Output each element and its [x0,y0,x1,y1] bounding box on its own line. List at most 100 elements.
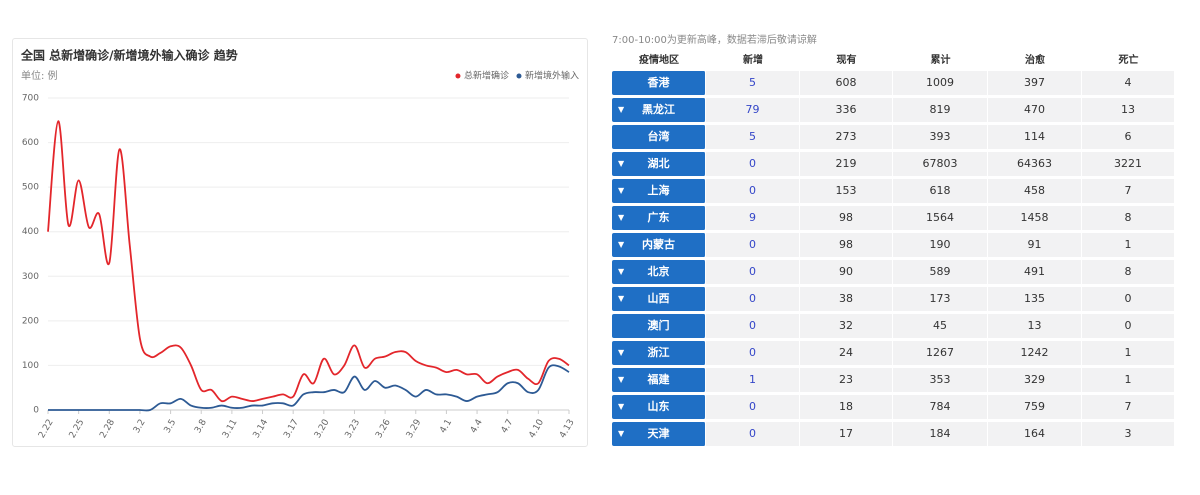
table-cell: 173 [893,287,988,311]
cell-text: 397 [1024,76,1045,89]
table-cell: 1 [1082,341,1175,365]
cell-text: 1 [1124,238,1132,251]
table-row[interactable]: ▼ 上海 0 153 618 458 7 [612,178,1176,205]
table-cell: 759 [988,395,1082,419]
cell-text: 0 [749,319,756,332]
table-cell: 618 [893,179,988,203]
table-cell: 1 [1082,368,1175,392]
expand-icon[interactable]: ▼ [618,375,625,384]
table-cell: 7 [1082,179,1175,203]
x-tick-label: 2.25 [68,418,87,440]
x-tick-label: 3.20 [313,418,332,441]
region-cell: ▼ 山西 [612,287,706,311]
table-cell: 458 [988,179,1082,203]
region-cell: ▼ 天津 [612,422,706,446]
expand-icon[interactable]: ▼ [618,213,625,222]
table-cell: 13 [1082,98,1175,122]
expand-icon[interactable]: ▼ [618,267,625,276]
table-row[interactable]: ▼ 广东 9 98 1564 1458 8 [612,205,1176,232]
region-cell: ▼ 北京 [612,260,706,284]
table-cell: 4 [1082,71,1175,95]
cell-text: 618 [929,184,951,197]
table-cell: 1009 [893,71,988,95]
cell-text: 黑龙江 [642,103,675,116]
cell-text: 32 [839,319,853,332]
header-cell: 新增 [743,55,763,66]
x-tick-label: 3.14 [252,418,271,441]
x-tick-label: 3.8 [193,418,209,436]
expand-icon[interactable]: ▼ [618,159,625,168]
table-cell: 1564 [893,206,988,230]
y-tick-label: 300 [22,272,39,282]
cell-text: 5 [749,76,756,89]
table-row[interactable]: ▼ 湖北 0 219 67803 64363 3221 [612,151,1176,178]
table-row[interactable]: ▼ 黑龙江 79 336 819 470 13 [612,97,1176,124]
cell-text: 北京 [647,265,670,278]
table-cell: 114 [988,125,1082,149]
cell-text: 23 [839,373,853,386]
table-row[interactable]: ▼ 山东 0 18 784 759 7 [612,394,1176,421]
expand-icon[interactable]: ▼ [618,402,625,411]
chart: 全国 总新增确诊/新增境外输入确诊 趋势 单位: 例 0 100 200 300 400… [20,48,579,441]
table-row[interactable]: ▼ 天津 0 17 184 164 3 [612,421,1176,448]
expand-icon[interactable]: ▼ [618,105,625,114]
table-cell: 273 [800,125,893,149]
table-cell: 0 [706,152,800,176]
legend-label: 总新增确诊 [464,70,509,82]
table-row[interactable]: ▼ 山西 0 38 173 135 0 [612,286,1176,313]
y-tick-label: 500 [22,183,39,193]
header-cell: 疫情地区 [639,55,679,66]
cell-text: 173 [929,292,951,305]
x-tick-label: 2.28 [98,418,117,441]
cell-text: 184 [929,427,951,440]
region-cell: ▼ 福建 [612,368,706,392]
cell-text: 福建 [647,373,670,386]
table-cell: 67803 [893,152,988,176]
expand-icon[interactable]: ▼ [618,240,625,249]
region-cell: ▼ 内蒙古 [612,233,706,257]
cell-text: 1 [1124,346,1132,359]
y-tick-label: 600 [22,138,39,148]
cell-text: 13 [1027,319,1042,332]
table-header: 疫情地区 新增 现有 累计 治愈 死亡 [612,52,1176,70]
table-row: 香港 5 608 1009 397 4 [612,70,1176,97]
x-tick-label: 3.29 [405,418,424,441]
table-cell: 18 [800,395,893,419]
table-cell: 45 [893,314,988,338]
table-cell: 184 [893,422,988,446]
table-cell: 3 [1082,422,1175,446]
region-cell: 澳门 [612,314,706,338]
y-tick-label: 0 [33,406,39,416]
header-cell: 死亡 [1118,55,1139,66]
expand-icon[interactable]: ▼ [618,294,625,303]
table-cell: 336 [800,98,893,122]
cell-text: 336 [835,103,857,116]
table-cell: 164 [988,422,1082,446]
table-row: 澳门 0 32 45 13 0 [612,313,1176,340]
chart-panel: 全国 总新增确诊/新增境外输入确诊 趋势 单位: 例 0 100 200 300 400… [12,38,588,447]
header-cell: 治愈 [1025,55,1045,66]
expand-icon[interactable]: ▼ [618,429,625,438]
expand-icon[interactable]: ▼ [618,186,625,195]
table-cell: 589 [893,260,988,284]
cell-text: 608 [835,76,857,89]
cell-text: 广东 [647,211,670,224]
cell-text: 天津 [647,427,670,440]
cell-text: 190 [929,238,951,251]
cell-text: 0 [749,157,756,170]
table-row[interactable]: ▼ 福建 1 23 353 329 1 [612,367,1176,394]
cell-text: 山东 [647,400,670,413]
x-tick-label: 4.13 [558,418,577,440]
expand-icon[interactable]: ▼ [618,348,625,357]
chart-title: 全国 总新增确诊/新增境外输入确诊 趋势 [20,48,238,63]
cell-text: 13 [1121,103,1135,116]
cell-text: 491 [1024,265,1045,278]
x-tick-label: 4.10 [527,418,546,441]
table-row[interactable]: ▼ 北京 0 90 589 491 8 [612,259,1176,286]
table-row[interactable]: ▼ 浙江 0 24 1267 1242 1 [612,340,1176,367]
cell-text: 784 [929,400,951,413]
y-tick-label: 700 [22,94,39,104]
table-row[interactable]: ▼ 内蒙古 0 98 190 91 1 [612,232,1176,259]
cell-text: 38 [839,292,853,305]
